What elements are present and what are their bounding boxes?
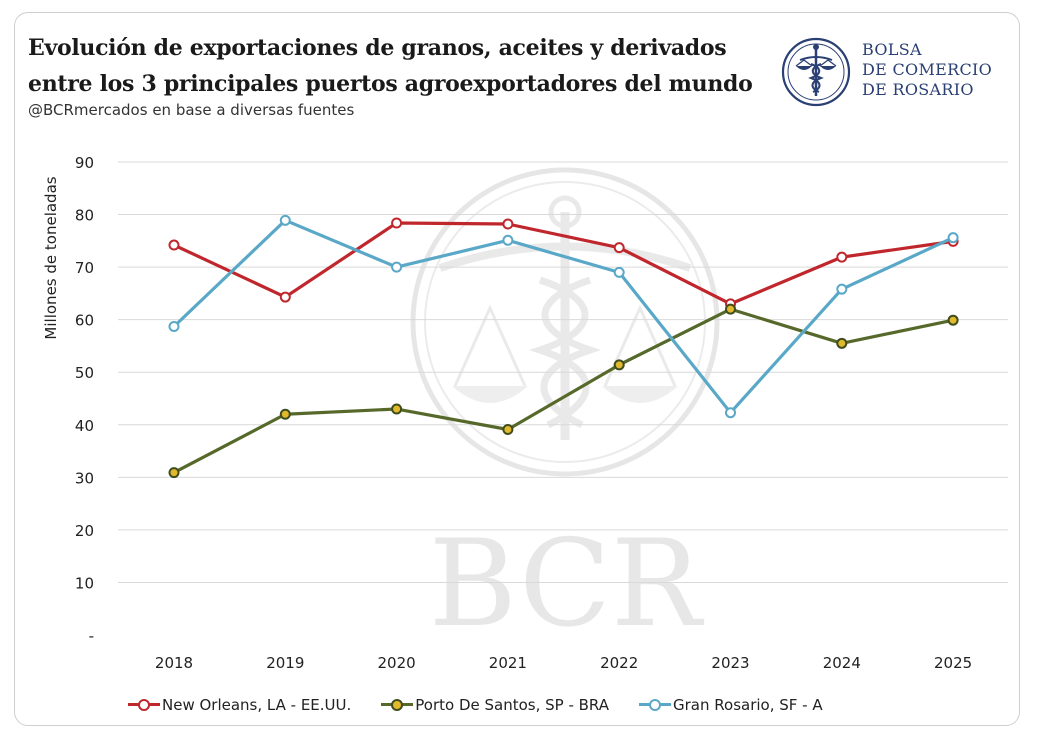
data-point	[168, 320, 180, 332]
data-point	[391, 403, 403, 415]
watermark-text: BCR	[429, 515, 705, 654]
y-tick-label: 10	[75, 574, 94, 592]
y-axis-label: Millones de toneladas	[42, 176, 60, 339]
logo-line-1: BOLSA	[862, 40, 922, 59]
legend-label: Porto De Santos, SP - BRA	[415, 696, 610, 714]
title-line-2: entre los 3 principales puertos agroexpo…	[28, 71, 753, 97]
title-line-1: Evolución de exportaciones de granos, ac…	[28, 35, 727, 61]
data-point	[725, 407, 736, 419]
y-tick-label: 30	[75, 469, 94, 487]
y-tick-label: 20	[75, 522, 94, 540]
y-axis-ticks: - 10 20 30 40 50 60 70 80 90	[75, 154, 94, 645]
x-tick-label: 2021	[489, 654, 527, 672]
data-point	[613, 266, 625, 278]
data-point	[502, 218, 514, 230]
legend-item: Gran Rosario, SF - A	[639, 696, 823, 714]
chart-card	[14, 12, 1020, 726]
data-point	[391, 261, 403, 273]
legend-label: New Orleans, LA - EE.UU.	[162, 696, 352, 714]
data-point	[725, 303, 736, 315]
y-tick-label: 40	[75, 417, 94, 435]
y-tick-label: 60	[75, 312, 94, 330]
legend-swatch	[639, 697, 672, 713]
y-tick-label: 80	[75, 207, 94, 225]
data-point	[502, 424, 514, 436]
series-3	[168, 214, 959, 419]
chart-subtitle: @BCRmercados en base a diversas fuentes	[28, 101, 355, 119]
series-line	[172, 218, 954, 415]
logo-line-3: DE ROSARIO	[862, 80, 974, 99]
series-line	[173, 221, 954, 306]
x-tick-label: 2018	[155, 654, 193, 672]
x-tick-label: 2025	[934, 654, 972, 672]
data-point	[391, 217, 403, 229]
data-point	[613, 242, 625, 254]
legend-swatch	[128, 697, 160, 713]
data-point	[168, 467, 180, 479]
x-tick-label: 2020	[378, 654, 416, 672]
gridlines	[118, 161, 1008, 583]
logo-line-2: DE COMERCIO	[862, 60, 993, 79]
data-point	[168, 239, 180, 251]
x-tick-label: 2024	[823, 654, 861, 672]
data-point	[279, 291, 291, 303]
logo-text: BOLSA DE COMERCIO DE ROSARIO	[862, 40, 992, 100]
chart-legend: New Orleans, LA - EE.UU. Porto De Santos,…	[128, 694, 853, 716]
data-point	[836, 337, 848, 349]
x-tick-label: 2022	[600, 654, 638, 672]
y-tick-label: 90	[75, 154, 94, 172]
legend-label: Gran Rosario, SF - A	[673, 696, 823, 714]
chart-title: Evolución de exportaciones de granos, ac…	[28, 30, 768, 102]
bcr-watermark: BCR	[410, 167, 720, 654]
series-group	[168, 214, 959, 479]
data-point	[279, 408, 291, 420]
y-tick-label: 70	[75, 259, 94, 277]
legend-item: Porto De Santos, SP - BRA	[381, 696, 609, 714]
x-tick-label: 2023	[711, 654, 749, 672]
data-point	[947, 232, 959, 244]
data-point	[947, 314, 959, 326]
legend-swatch	[381, 697, 414, 713]
x-axis-ticks: 2018 2019 2020 2021 2022 2023 2024 2025	[155, 654, 972, 672]
legend-item: New Orleans, LA - EE.UU.	[128, 696, 351, 714]
data-point	[279, 214, 291, 226]
data-point	[836, 283, 848, 295]
data-point	[836, 251, 848, 263]
data-point	[613, 359, 625, 371]
y-tick-label: 50	[75, 364, 94, 382]
series-line	[173, 307, 954, 475]
caduceus-scales-seal-icon	[781, 37, 851, 107]
data-point	[502, 234, 514, 246]
series-2	[168, 303, 959, 479]
y-tick-label: -	[89, 627, 94, 645]
x-tick-label: 2019	[266, 654, 304, 672]
bcr-logo: BOLSA DE COMERCIO DE ROSARIO	[778, 36, 1008, 108]
